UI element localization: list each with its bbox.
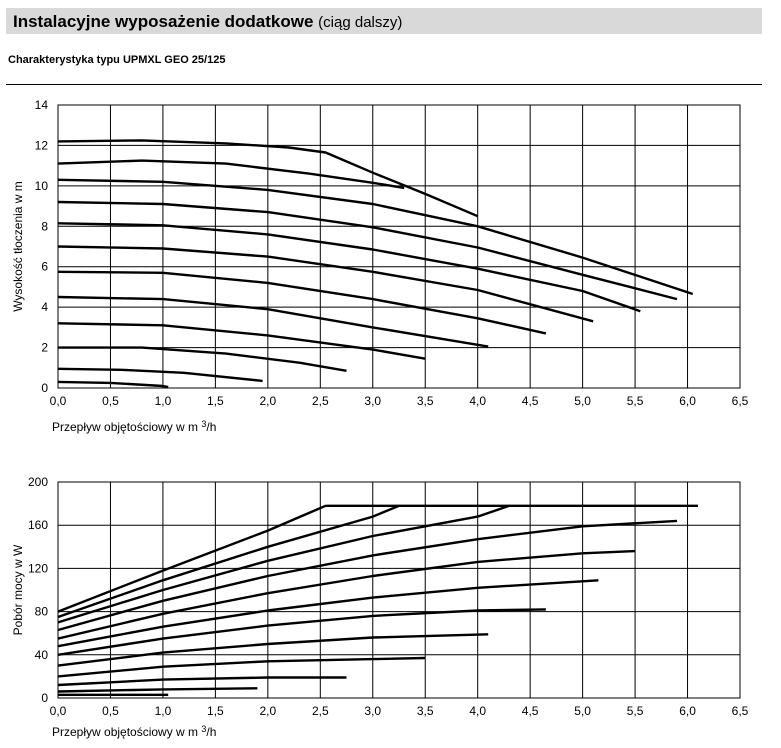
x-tick-label: 0,5 — [102, 394, 119, 408]
x-tick-label: 6,5 — [732, 394, 749, 408]
y-tick-label: 6 — [41, 260, 48, 274]
y-tick-label: 0 — [41, 381, 48, 395]
y-tick-label: 10 — [35, 179, 49, 193]
series-line-11 — [57, 504, 510, 619]
page-title: Instalacyjne wyposażenie dodatkowe (ciąg… — [13, 12, 402, 32]
y-tick-label: 80 — [35, 605, 49, 619]
series-line-2 — [57, 687, 258, 693]
x-tick-label: 4,0 — [469, 394, 486, 408]
section-title: Charakterystyka typu UPMXL GEO 25/125 — [8, 54, 226, 66]
chart-2: 0,0 0,5 1,0 1,5 2,0 2,5 3,0 3,5 4,0 4,5 5,0 5,5 6,0 6… — [11, 475, 749, 739]
x-tick-label: 4,5 — [522, 394, 539, 408]
series-line-8 — [57, 549, 636, 640]
y-tick-label: 4 — [41, 300, 48, 314]
series-line-4 — [57, 656, 426, 678]
x-tick-label: 3,0 — [364, 704, 381, 718]
series-line-7 — [57, 245, 594, 323]
x-tick-label: 5,5 — [627, 394, 644, 408]
y-tick-label: 2 — [41, 341, 48, 355]
series-line-11 — [57, 159, 405, 190]
x-tick-label: 2,0 — [260, 394, 277, 408]
x-tick-label: 1,0 — [155, 704, 172, 718]
y-tick-label: 40 — [35, 648, 49, 662]
series-line-10 — [57, 504, 698, 624]
series-line-6 — [57, 608, 546, 656]
x-tick-label: 5,5 — [627, 704, 644, 718]
x-tick-label: 3,0 — [364, 394, 381, 408]
x-tick-label: 0,0 — [50, 704, 67, 718]
x-tick-label: 6,0 — [679, 704, 696, 718]
x-tick-label: 2,5 — [312, 394, 329, 408]
x-tick-label: 6,5 — [732, 704, 749, 718]
x-tick-label: 0,5 — [102, 704, 119, 718]
y-axis-label: Wysokość tłoczenia w m — [11, 181, 25, 312]
x-tick-label: 4,0 — [469, 704, 486, 718]
x-tick-label: 1,5 — [207, 394, 224, 408]
series-line-8 — [57, 222, 641, 313]
page-subtitle: (ciąg dalszy) — [318, 14, 403, 31]
series-line-1 — [57, 380, 169, 389]
series-line-9 — [57, 519, 678, 632]
series-line-5 — [57, 633, 489, 667]
series-line-12 — [57, 139, 479, 218]
x-tick-label: 3,5 — [417, 704, 434, 718]
x-tick-label: 5,0 — [574, 394, 591, 408]
y-axis-label: Pobór mocy w W — [11, 544, 25, 635]
x-tick-label: 1,0 — [155, 394, 172, 408]
chart-1: 0,0 0,5 1,0 1,5 2,0 2,5 3,0 3,5 4,0 4,5 5,0 5,5 6,0 6… — [11, 98, 749, 434]
series-line-6 — [57, 270, 547, 335]
y-tick-label: 120 — [28, 561, 48, 575]
x-tick-label: 2,0 — [260, 704, 277, 718]
series-line-10 — [57, 178, 694, 296]
y-tick-label: 160 — [28, 518, 48, 532]
series-line-4 — [57, 322, 426, 360]
y-tick-label: 200 — [28, 475, 48, 489]
x-tick-label: 2,5 — [312, 704, 329, 718]
y-tick-label: 8 — [41, 219, 48, 233]
x-tick-label: 5,0 — [574, 704, 591, 718]
header-bar: Instalacyjne wyposażenie dodatkowe (ciąg… — [6, 8, 762, 34]
y-tick-label: 12 — [35, 138, 49, 152]
series-line-9 — [57, 200, 678, 301]
x-tick-label: 0,0 — [50, 394, 67, 408]
x-tick-label: 3,5 — [417, 394, 434, 408]
x-axis-label: Przepływ objętościowy w m 3/h — [52, 419, 216, 434]
x-tick-label: 1,5 — [207, 704, 224, 718]
series-line-3 — [58, 346, 347, 372]
y-tick-label: 0 — [41, 691, 48, 705]
section-divider — [6, 84, 762, 85]
plot-frame — [57, 481, 741, 699]
x-tick-label: 6,0 — [679, 394, 696, 408]
page-title-text: Instalacyjne wyposażenie dodatkowe — [13, 12, 314, 31]
series-line-12 — [57, 504, 399, 613]
series-line-5 — [57, 295, 489, 348]
series-line-2 — [57, 367, 263, 383]
x-tick-label: 4,5 — [522, 704, 539, 718]
plot-frame — [57, 104, 741, 389]
x-axis-label: Przepływ objętościowy w m 3/h — [52, 724, 216, 739]
series-line-7 — [57, 579, 599, 648]
series-line-3 — [57, 676, 347, 687]
y-tick-label: 14 — [35, 98, 49, 112]
